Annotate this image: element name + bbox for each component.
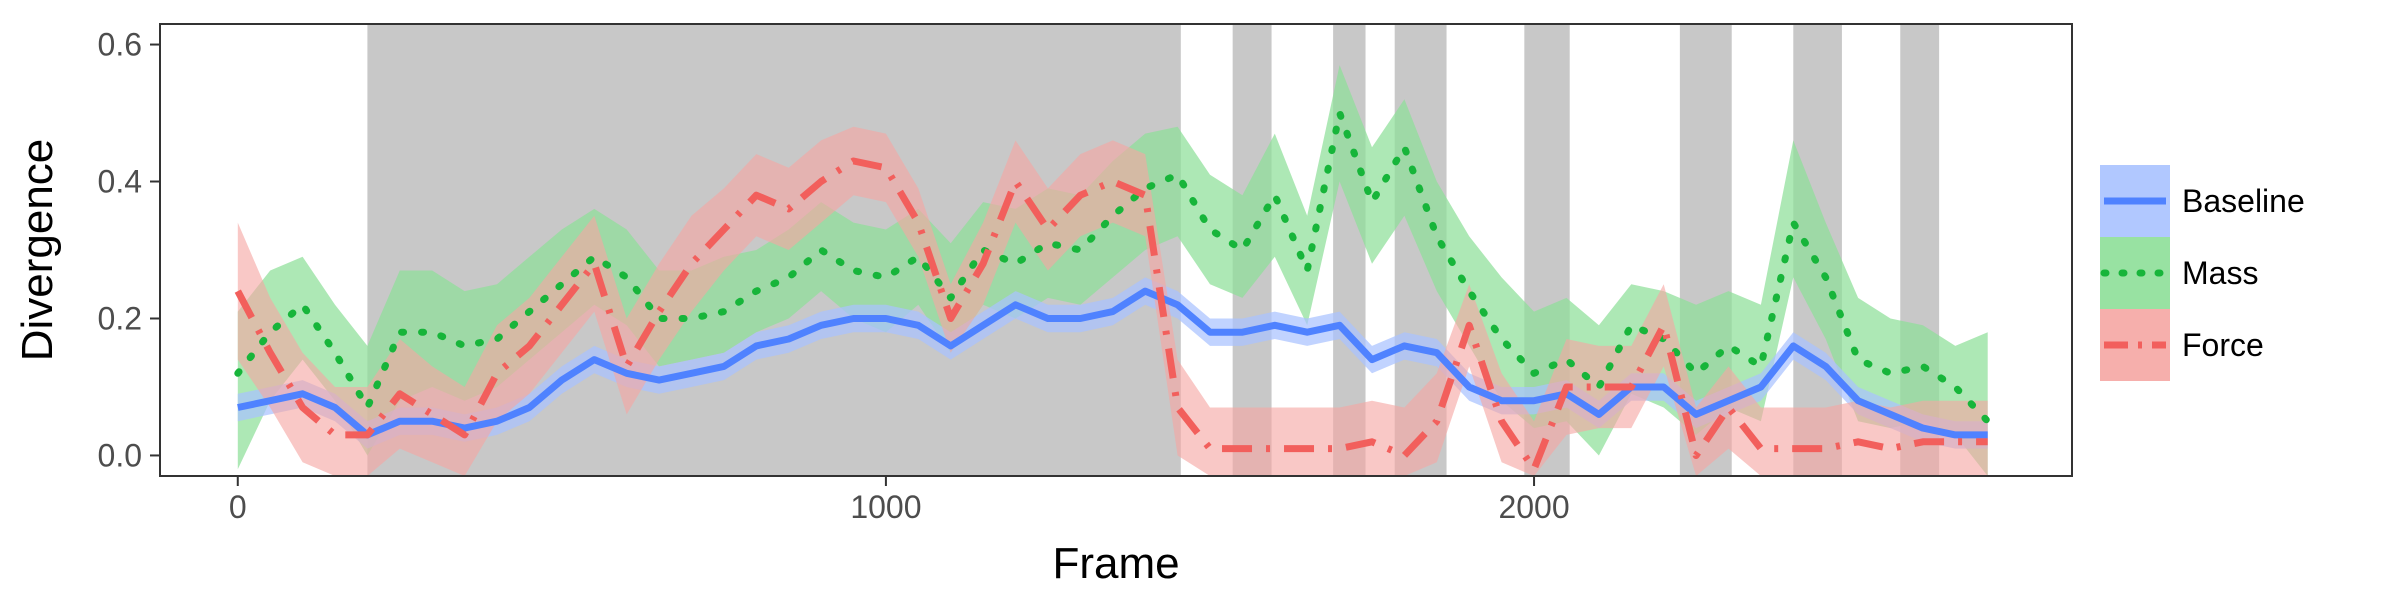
line-force: [234, 157, 1988, 473]
legend-item-force: Force: [2100, 309, 2264, 381]
y-tick-label: 0.0: [98, 437, 142, 473]
plot-border: [159, 23, 2073, 477]
legend-label: Baseline: [2182, 183, 2305, 219]
legend-label: Mass: [2182, 255, 2258, 291]
x-tick-label: 1000: [850, 489, 921, 525]
y-axis-label: Divergence: [13, 139, 62, 362]
y-tick-label: 0.4: [98, 164, 142, 200]
series-lines: [234, 109, 1992, 473]
legend-item-mass: Mass: [2100, 237, 2258, 309]
line-baseline: [237, 287, 1988, 439]
y-tick-label: 0.2: [98, 300, 142, 336]
y-tick-label: 0.6: [98, 27, 142, 63]
x-tick-label: 2000: [1498, 489, 1569, 525]
confidence-bands: [237, 65, 1988, 476]
x-tick-label: 0: [229, 489, 247, 525]
band-mass: [237, 65, 1988, 476]
band-force: [237, 126, 1988, 476]
y-axis: 0.0 0.2 0.4 0.6: [98, 27, 160, 473]
legend: Baseline Mass Force: [2100, 165, 2305, 381]
x-axis-label: Frame: [1052, 539, 1179, 588]
x-axis: 0 1000 2000: [229, 476, 1570, 525]
line-mass: [234, 109, 1992, 425]
legend-label: Force: [2182, 327, 2264, 363]
legend-item-baseline: Baseline: [2100, 165, 2305, 237]
